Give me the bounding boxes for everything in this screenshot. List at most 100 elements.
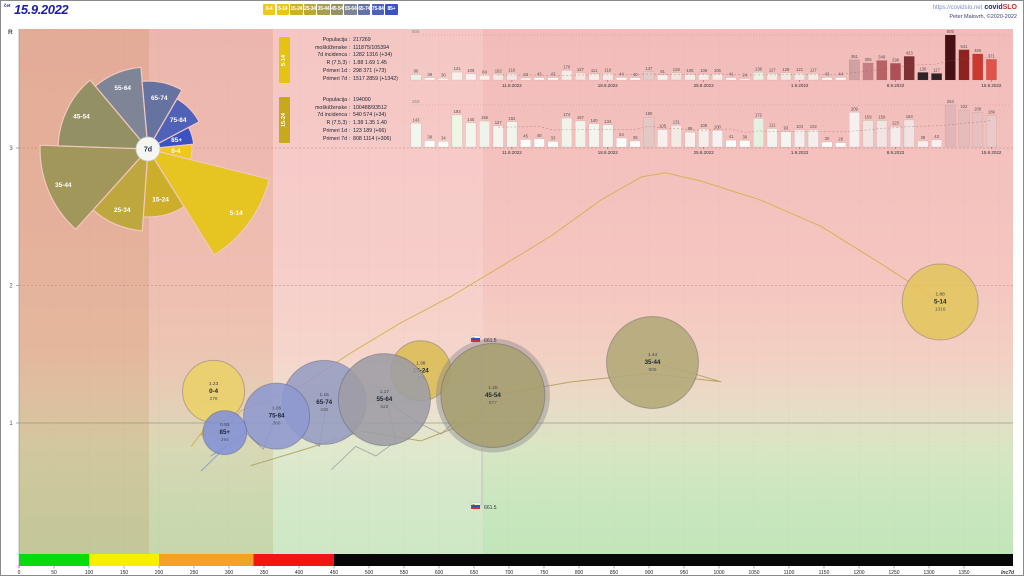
- bar-15-24: [575, 120, 586, 148]
- bubble-group-label: 15-24: [413, 367, 429, 374]
- bar-5-14: [739, 78, 751, 81]
- panel-row-value: 100488/93512: [353, 104, 387, 111]
- bar-5-14: [410, 74, 422, 81]
- bubble-35-44[interactable]: [606, 316, 699, 409]
- age-button-5-14[interactable]: 5-14: [276, 4, 289, 15]
- bar-value-label: 36: [921, 135, 926, 140]
- rose-wedge-65-74[interactable]: [141, 80, 183, 151]
- x-tick-label: 600: [435, 570, 444, 576]
- bubble-75-84[interactable]: [243, 382, 311, 450]
- bar-value-label: 121: [796, 67, 804, 72]
- bar-value-label: 84: [482, 69, 487, 74]
- bar-value-label: 33: [551, 136, 556, 141]
- age-button-65-74[interactable]: 65-74: [358, 4, 371, 15]
- panel-row-value: 1282 1316 (+34): [353, 52, 393, 59]
- rose-wedge-label: 15-24: [152, 196, 169, 203]
- bar-15-24: [616, 137, 627, 148]
- bar-5-14: [506, 73, 518, 81]
- rose-wedge-75-84[interactable]: [146, 97, 201, 151]
- panel-row-value: 111875/105394: [353, 44, 390, 51]
- bar-value-label: 30: [441, 72, 446, 77]
- age-button-45-54[interactable]: 45-54: [330, 4, 344, 15]
- x-tick-label: 850: [610, 570, 619, 576]
- bar-15-24: [465, 122, 477, 148]
- age-button-55-64[interactable]: 55-64: [344, 4, 357, 15]
- date-tick-label: 1.9.2022: [791, 83, 809, 88]
- bubble-incidence-value: 905: [648, 367, 656, 373]
- site-url[interactable]: https://covidslo.net: [932, 5, 983, 11]
- bar-5-14: [684, 73, 696, 81]
- bar-5-14: [616, 77, 627, 81]
- rose-wedge-45-54[interactable]: [57, 79, 150, 150]
- bar-value-label: 127: [495, 120, 503, 125]
- rose-wedge-5-14[interactable]: [146, 148, 271, 256]
- bar-5-14: [958, 49, 970, 81]
- bar-value-label: 36: [633, 135, 638, 140]
- bar-15-24: [506, 121, 518, 148]
- bar-5-14: [712, 73, 723, 81]
- panel-row: Populacija :194000: [294, 97, 391, 105]
- panel-row-value: 194000: [353, 97, 371, 103]
- age-button-25-34[interactable]: 25-34: [303, 4, 317, 15]
- bar-value-label: 134: [604, 119, 612, 124]
- bubble-r-value: 1.44: [648, 352, 658, 358]
- age-button-85+[interactable]: 85+: [385, 4, 398, 15]
- bar-5-14: [602, 73, 614, 81]
- panel-age-tag[interactable]: 15-24: [279, 97, 290, 143]
- bar-5-14: [821, 77, 833, 81]
- bar-value-label: 49: [537, 133, 542, 138]
- rose-wedge-label: 0-4: [171, 148, 181, 155]
- bar-value-label: 145: [467, 117, 475, 122]
- bar-5-14: [424, 77, 436, 81]
- date-tick-label: 18.8.2022: [598, 83, 619, 88]
- bubble-incidence-value: 436: [320, 407, 328, 413]
- bar-15-24: [424, 140, 436, 148]
- x-tick-label: 1250: [888, 570, 899, 576]
- x-tick-label: 150: [120, 570, 129, 576]
- bubble-55-64[interactable]: [337, 353, 431, 447]
- panel-row-label: 7d incidenca :: [317, 52, 350, 59]
- age-button-15-24[interactable]: 15-24: [290, 4, 303, 15]
- bubble-incidence-value: 1316: [935, 307, 946, 313]
- bubble-5-14[interactable]: [901, 263, 979, 341]
- bar-value-label: 33: [523, 72, 528, 77]
- bar-5-14: [753, 72, 764, 81]
- age-button-75-84[interactable]: 75-84: [371, 4, 385, 15]
- date-tick-label: 25.8.2022: [694, 150, 715, 155]
- bubble-r-value: 1.17: [380, 389, 390, 395]
- bar-value-label: 102: [495, 68, 503, 73]
- bar-value-label: 140: [591, 118, 599, 123]
- bubble-45-54[interactable]: [440, 343, 546, 448]
- bar-value-label: 361: [851, 54, 859, 59]
- bar-value-label: 305: [865, 57, 873, 62]
- bubble-85+[interactable]: [202, 410, 248, 456]
- bar-15-24: [533, 138, 545, 148]
- date-selector[interactable]: 15.9.2022: [14, 2, 69, 17]
- bar-value-label: 100: [714, 124, 722, 129]
- site-link[interactable]: https://covidslo.net covidSLO: [933, 4, 1017, 11]
- incidence-zone-200: [159, 554, 254, 566]
- rose-wedge-label: 25-34: [114, 207, 131, 214]
- age-button-35-44[interactable]: 35-44: [317, 4, 330, 15]
- bar-15-24: [698, 128, 710, 148]
- x-tick-label: 900: [645, 570, 654, 576]
- rose-wedge-35-44[interactable]: [39, 144, 150, 231]
- panel-row-label: R (7,5,3) :: [326, 60, 350, 67]
- panel-row-value: 123 189 (+66): [353, 127, 387, 134]
- bar-5-14: [986, 59, 997, 81]
- bar-value-label: 136: [919, 66, 927, 71]
- bar-5-14: [876, 60, 888, 81]
- date-tick-label: 8.9.2022: [887, 83, 905, 88]
- rose-wedge-label: 55-64: [114, 85, 131, 92]
- bar-5-14: [479, 75, 490, 81]
- date-tick-label: 18.8.2022: [598, 150, 619, 155]
- bar-5-14: [657, 74, 669, 81]
- bar-value-label: 117: [769, 67, 776, 72]
- bar-value-label: 208: [974, 106, 982, 111]
- bar-value-label: 131: [673, 119, 681, 124]
- bar-5-14: [643, 71, 655, 81]
- age-button-0-4[interactable]: 0-4: [263, 4, 276, 15]
- panel-age-tag[interactable]: 5-14: [279, 37, 290, 83]
- rose-wedge-85+[interactable]: [147, 126, 195, 150]
